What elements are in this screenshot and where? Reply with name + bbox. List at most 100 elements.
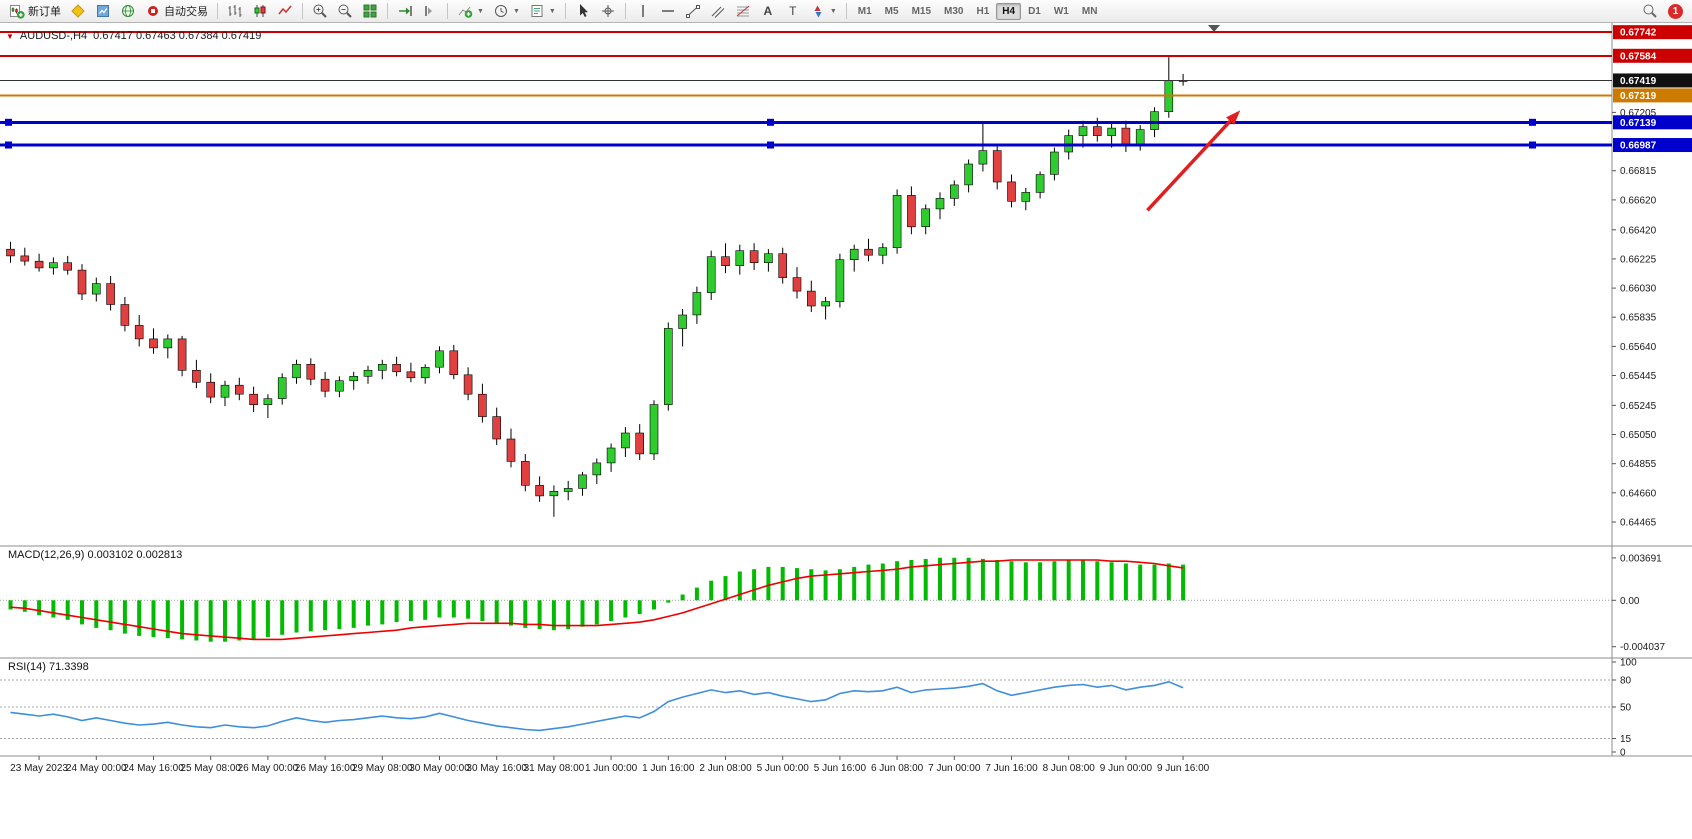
text-tool-button[interactable]: A xyxy=(756,1,780,21)
rsi-axis-label: 80 xyxy=(1620,676,1632,687)
svg-text:0.66420: 0.66420 xyxy=(1620,225,1657,236)
community-globe-icon xyxy=(122,5,134,17)
vertical-line-tool-button[interactable] xyxy=(631,1,655,21)
fibonacci-icon xyxy=(736,5,750,17)
chevron-down-icon: ▼ xyxy=(829,7,837,15)
autoscroll-icon xyxy=(399,6,412,16)
timeframe-h4-button[interactable]: H4 xyxy=(996,2,1022,20)
timeframe-w1-button[interactable]: W1 xyxy=(1048,3,1075,20)
svg-text:0.66030: 0.66030 xyxy=(1620,284,1657,295)
bar-chart-button[interactable] xyxy=(223,1,247,21)
crosshair-tool-button[interactable] xyxy=(596,1,620,21)
community-button[interactable] xyxy=(116,1,140,21)
timeframe-d1-button[interactable]: D1 xyxy=(1022,3,1047,20)
timeframe-h1-button[interactable]: H1 xyxy=(970,3,995,20)
chart-canvas[interactable]: 0.67742 0.67584 0.67419 0.67319 0.67139 0.669… xyxy=(0,23,1692,839)
timeframe-m1-button[interactable]: M1 xyxy=(852,3,878,20)
clock-icon xyxy=(494,5,507,17)
macd-signal-line xyxy=(10,559,1184,641)
search-button[interactable] xyxy=(1638,1,1662,21)
macd-axis-label: 0.00 xyxy=(1620,596,1640,607)
arrows-tool-button[interactable]: ▼ xyxy=(806,1,841,21)
svg-text:0.66620: 0.66620 xyxy=(1620,195,1657,206)
fibonacci-tool-button[interactable] xyxy=(731,1,755,21)
search-icon xyxy=(1643,4,1657,18)
price-tag-label: 0.67139 xyxy=(1620,118,1657,129)
hline-handle[interactable] xyxy=(1529,118,1536,126)
toolbar-separator xyxy=(447,3,448,19)
svg-text:29 May 08:00: 29 May 08:00 xyxy=(352,763,413,774)
toolbar-separator xyxy=(845,3,847,19)
price-tag xyxy=(1613,73,1692,88)
line-chart-icon xyxy=(278,5,292,15)
metaeditor-button[interactable] xyxy=(66,1,90,21)
tile-windows-icon xyxy=(363,4,377,18)
price-tag-label: 0.67419 xyxy=(1620,76,1657,87)
autotrading-label: 自动交易 xyxy=(164,6,208,18)
svg-text:5 Jun 00:00: 5 Jun 00:00 xyxy=(757,763,810,774)
chart-shift-icon xyxy=(425,6,432,16)
macd-histogram xyxy=(8,557,1186,642)
hline-handle[interactable] xyxy=(5,141,12,149)
timeframe-m5-button[interactable]: M5 xyxy=(879,3,905,20)
svg-text:0.64465: 0.64465 xyxy=(1620,518,1657,529)
svg-text:0.65835: 0.65835 xyxy=(1620,313,1657,324)
text-label-tool-button[interactable]: T xyxy=(781,1,805,21)
periods-button[interactable]: ▼ xyxy=(489,1,524,21)
horizontal-line-tool-button[interactable] xyxy=(656,1,680,21)
price-tag-label: 0.67584 xyxy=(1620,51,1657,62)
hline-handle[interactable] xyxy=(767,141,774,149)
timeframe-m15-button[interactable]: M15 xyxy=(906,3,937,20)
market-button[interactable] xyxy=(91,1,115,21)
metaeditor-icon xyxy=(71,4,85,18)
macd-axis-label: 0.003691 xyxy=(1620,553,1662,564)
svg-text:0.65050: 0.65050 xyxy=(1620,430,1657,441)
macd-axis-label: -0.004037 xyxy=(1620,642,1665,653)
tile-windows-button[interactable] xyxy=(358,1,382,21)
trendline-tool-button[interactable] xyxy=(681,1,705,21)
zoom-in-button[interactable] xyxy=(308,1,332,21)
hline-handle[interactable] xyxy=(5,118,12,126)
trend-arrow-annotation[interactable] xyxy=(1146,110,1241,212)
zoom-out-button[interactable] xyxy=(333,1,357,21)
svg-text:26 May 00:00: 26 May 00:00 xyxy=(238,763,299,774)
autoscroll-button[interactable] xyxy=(393,1,417,21)
cursor-tool-button[interactable] xyxy=(571,1,595,21)
notifications-badge[interactable]: 1 xyxy=(1668,3,1683,19)
svg-text:24 May 00:00: 24 May 00:00 xyxy=(66,763,127,774)
svg-text:0.66815: 0.66815 xyxy=(1620,166,1657,177)
chart-shift-button[interactable] xyxy=(418,1,442,21)
text-tool-icon: A xyxy=(763,4,773,18)
chart-shift-marker[interactable] xyxy=(1208,25,1220,32)
chevron-down-icon: ▼ xyxy=(548,7,556,15)
candlestick-chart-button[interactable] xyxy=(248,1,272,21)
main-toolbar: 新订单 自动交易 xyxy=(0,0,1692,23)
new-order-icon xyxy=(10,5,25,19)
timeframe-mn-button[interactable]: MN xyxy=(1076,3,1104,20)
hline-handle[interactable] xyxy=(767,118,774,126)
cursor-icon xyxy=(579,4,588,17)
new-order-button[interactable]: 新订单 xyxy=(5,1,65,21)
chevron-down-icon: ▼ xyxy=(477,7,484,15)
timeframe-m30-button[interactable]: M30 xyxy=(938,3,969,20)
indicators-button[interactable]: ▼ xyxy=(453,1,488,21)
templates-button[interactable]: ▼ xyxy=(525,1,560,21)
svg-text:30 May 00:00: 30 May 00:00 xyxy=(409,763,470,774)
toolbar-separator xyxy=(302,3,303,19)
price-tag-label: 0.66987 xyxy=(1620,141,1657,152)
channel-tool-button[interactable] xyxy=(706,1,730,21)
chevron-down-icon: ▼ xyxy=(512,7,520,15)
rsi-axis-label: 50 xyxy=(1620,703,1632,714)
template-icon xyxy=(531,5,543,17)
price-tag xyxy=(1613,25,1692,40)
hline-handle[interactable] xyxy=(1529,141,1536,149)
svg-text:7 Jun 16:00: 7 Jun 16:00 xyxy=(985,763,1038,774)
price-axis[interactable]: 0.67205 0.66815 0.66620 0.66420 0.66225 0.660… xyxy=(1612,108,1657,529)
svg-text:9 Jun 00:00: 9 Jun 00:00 xyxy=(1100,763,1153,774)
autotrading-button[interactable]: 自动交易 xyxy=(141,1,212,21)
svg-text:7 Jun 00:00: 7 Jun 00:00 xyxy=(928,763,981,774)
line-chart-button[interactable] xyxy=(273,1,297,21)
svg-text:8 Jun 08:00: 8 Jun 08:00 xyxy=(1043,763,1096,774)
svg-text:1 Jun 16:00: 1 Jun 16:00 xyxy=(642,763,695,774)
